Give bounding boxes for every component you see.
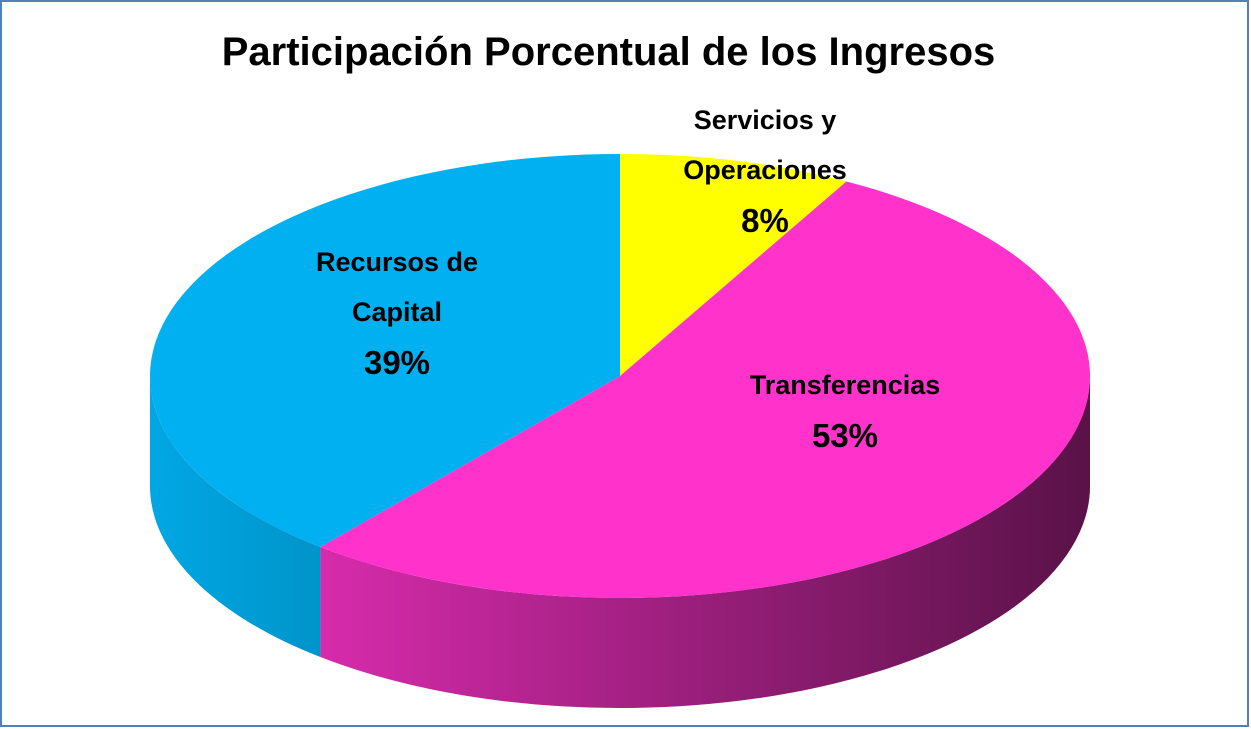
value-label: 8% (741, 202, 789, 239)
slice-side-shade (320, 376, 1090, 708)
data-label: Transferencias 53% (730, 360, 960, 462)
data-label: Servicios y Operaciones 8% (650, 95, 880, 247)
slice-side-shade (149, 376, 321, 658)
data-label: Recursos de Capital 39% (282, 237, 512, 389)
category-label: Recursos de Capital (315, 247, 479, 327)
category-label: Transferencias (749, 370, 941, 400)
slice (149, 154, 620, 548)
slice (620, 154, 847, 376)
slice (320, 181, 1090, 599)
value-label: 39% (363, 344, 431, 381)
chart-title: Participación Porcentual de los Ingresos (221, 30, 996, 74)
category-label: Servicios y Operaciones (683, 105, 847, 185)
value-label: 53% (811, 417, 879, 454)
